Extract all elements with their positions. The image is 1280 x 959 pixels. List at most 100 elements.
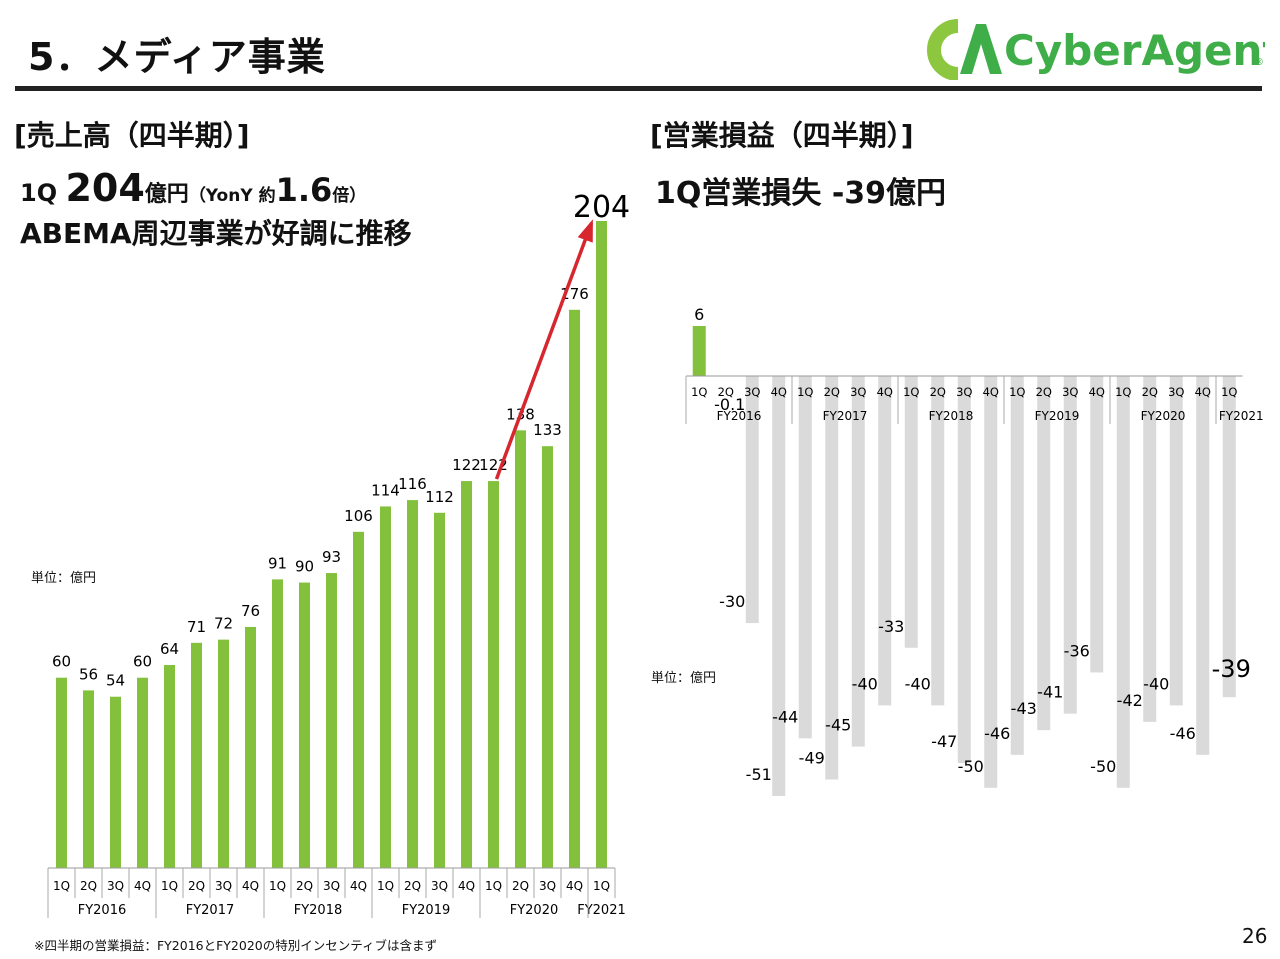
operating-bar (772, 376, 786, 796)
operating-fiscal-year-label: FY2018 (929, 409, 974, 423)
operating-bar (931, 376, 945, 706)
revenue-bar (272, 579, 283, 868)
operating-bar (1090, 376, 1104, 673)
operating-quarter-tick: 3Q (850, 385, 866, 399)
revenue-bar (56, 677, 67, 868)
revenue-value-label: 91 (268, 554, 287, 572)
revenue-value-label: 64 (160, 640, 179, 658)
operating-bar (745, 376, 759, 624)
revenue-bar (137, 677, 148, 868)
operating-value-label: -40 (1143, 674, 1169, 693)
revenue-bar (461, 481, 472, 868)
revenue-bar (164, 665, 175, 868)
revenue-value-label: 204 (573, 190, 630, 225)
operating-quarter-tick: 4Q (877, 385, 893, 399)
revenue-value-label: 112 (425, 488, 454, 506)
operating-bar (1222, 376, 1236, 698)
revenue-value-label: 106 (344, 507, 373, 525)
revenue-quarter-tick: 1Q (377, 879, 394, 893)
operating-unit-label: 単位：億円 (651, 671, 717, 686)
revenue-bar (110, 696, 121, 868)
operating-quarter-tick: 4Q (1195, 385, 1211, 399)
operating-value-label: -43 (1011, 699, 1037, 718)
revenue-fiscal-year-label: FY2016 (78, 903, 127, 918)
logo-c-icon (927, 19, 959, 80)
operating-bar (825, 376, 839, 780)
revenue-quarter-tick: 4Q (242, 879, 259, 893)
revenue-bar (434, 512, 445, 868)
operating-bar (798, 376, 812, 739)
operating-bar (1116, 376, 1130, 788)
revenue-bar (218, 639, 229, 868)
operating-value-label: -40 (905, 674, 931, 693)
operating-value-label: -36 (1064, 641, 1090, 660)
yony-close: 倍） (332, 186, 367, 206)
revenue-value-label: 71 (187, 618, 206, 636)
revenue-value-label: 56 (79, 665, 98, 683)
operating-value-label: -39 (1212, 655, 1251, 683)
operating-headline: 1Q営業損失 -39億円 (655, 176, 947, 211)
operating-quarter-tick: 2Q (1142, 385, 1158, 399)
operating-quarter-tick: 1Q (797, 385, 813, 399)
revenue-value-label: 122 (452, 456, 481, 474)
operating-value-label: -50 (958, 757, 984, 776)
operating-value-label: -45 (825, 716, 851, 735)
operating-bar (1169, 376, 1183, 706)
operating-bar (904, 376, 918, 648)
revenue-bar (569, 309, 580, 868)
revenue-value-label: 60 (133, 653, 152, 671)
operating-quarter-tick: 1Q (1115, 385, 1131, 399)
revenue-value-label: 60 (52, 653, 71, 671)
revenue-value: 204 (65, 166, 145, 210)
revenue-fiscal-year-label: FY2018 (294, 903, 343, 918)
revenue-quarter-tick: 4Q (350, 879, 367, 893)
revenue-unit-label: 単位：億円 (31, 571, 97, 586)
cyberagent-logo: CyberAgent ® (927, 19, 1265, 80)
revenue-value-label: 54 (106, 672, 125, 690)
revenue-quarter-tick: 3Q (215, 879, 232, 893)
logo-a-icon (960, 24, 1002, 74)
revenue-quarter-tick: 2Q (80, 879, 97, 893)
page-title: 5．メディア事業 (28, 35, 326, 79)
yony-value: 1.6 (275, 171, 333, 209)
operating-quarter-tick: 4Q (771, 385, 787, 399)
revenue-bar (299, 582, 310, 868)
revenue-fiscal-year-label: FY2017 (186, 903, 235, 918)
revenue-bar (407, 500, 418, 868)
revenue-bar (353, 531, 364, 868)
operating-quarter-tick: 3Q (956, 385, 972, 399)
revenue-heading: [売上高（四半期）] (14, 119, 250, 152)
revenue-fiscal-year-label: FY2021 (577, 903, 626, 918)
revenue-bar (542, 446, 553, 868)
operating-value-label: -44 (772, 707, 798, 726)
revenue-quarter-tick: 4Q (134, 879, 151, 893)
operating-bar (692, 326, 706, 376)
revenue-value-label: 133 (533, 421, 562, 439)
revenue-unit: 億円 (144, 182, 189, 207)
revenue-fiscal-year-label: FY2019 (402, 903, 451, 918)
operating-quarter-tick: 3Q (1168, 385, 1184, 399)
revenue-quarter-tick: 3Q (107, 879, 124, 893)
operating-quarter-tick: 2Q (824, 385, 840, 399)
revenue-value-label: 72 (214, 615, 233, 633)
title-divider (15, 86, 1262, 91)
page-number: 26 (1242, 924, 1268, 948)
operating-value-label: -30 (719, 592, 745, 611)
operating-value-label: -41 (1037, 683, 1063, 702)
operating-quarter-tick: 2Q (1036, 385, 1052, 399)
revenue-value-label: 116 (398, 475, 427, 493)
revenue-quarter-tick: 1Q (593, 879, 610, 893)
operating-value-label: -47 (931, 732, 957, 751)
operating-bar (1010, 376, 1024, 755)
operating-fiscal-year-label: FY2021 (1219, 409, 1264, 423)
revenue-quarter-tick: 1Q (161, 879, 178, 893)
revenue-quarter-tick: 2Q (404, 879, 421, 893)
revenue-bar (596, 221, 607, 868)
operating-chart: 1Q 2Q 3Q 4Q 1Q 2Q 3Q 4Q 1Q 2Q 3Q 4Q 1Q 2Q 3Q 4Q 1Q 2Q 3Q 4Q… (685, 305, 1264, 796)
revenue-value-label: 93 (322, 548, 341, 566)
operating-quarter-tick: 2Q (718, 385, 734, 399)
operating-quarter-tick: 4Q (1089, 385, 1105, 399)
operating-value-label: -50 (1090, 757, 1116, 776)
revenue-headline: 1Q 204億円（YonY 約1.6倍） (20, 166, 366, 210)
operating-value-label: -42 (1117, 691, 1143, 710)
